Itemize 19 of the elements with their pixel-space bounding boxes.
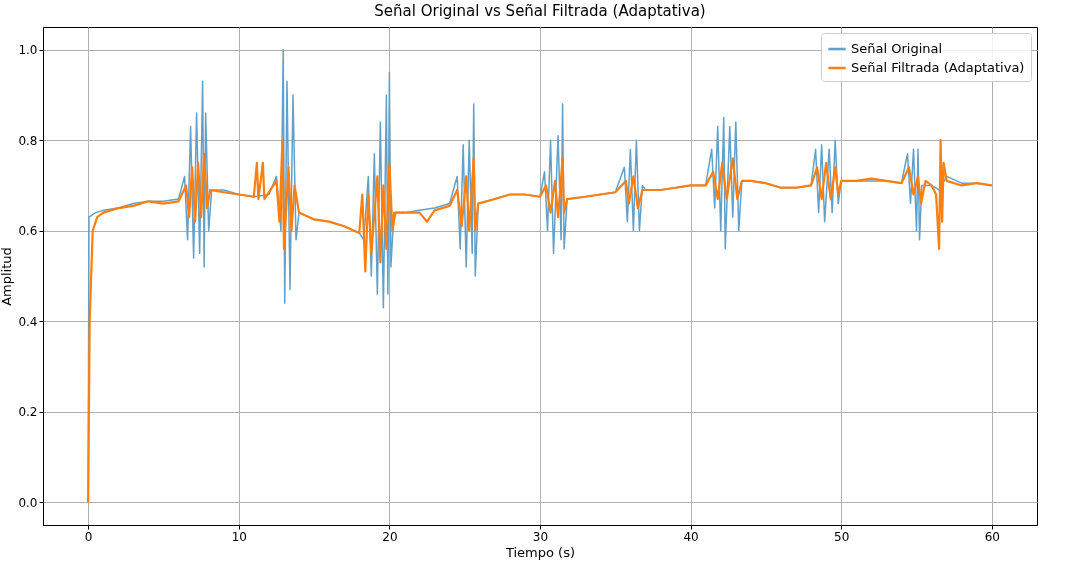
x-tick-label: 40: [683, 529, 699, 544]
line-series: [87, 139, 993, 504]
y-tick-label: 1.0: [18, 43, 38, 58]
y-tick-label: 0.0: [18, 495, 38, 510]
x-tick-label: 50: [834, 529, 850, 544]
y-tick-label: 0.6: [18, 224, 38, 239]
legend-label: Señal Filtrada (Adaptativa): [851, 60, 1025, 75]
x-tick-label: 20: [382, 529, 398, 544]
x-tick-label: 60: [984, 529, 1000, 544]
y-axis-title: Amplitud: [0, 247, 15, 306]
chart-title: Señal Original vs Señal Filtrada (Adaptativa): [374, 2, 706, 20]
x-tick-label: 30: [532, 529, 549, 544]
legend-label: Señal Original: [851, 41, 943, 56]
y-tick-label: 0.2: [18, 405, 38, 420]
y-tick-label: 0.8: [18, 133, 38, 148]
x-tick-label: 0: [84, 529, 93, 544]
x-tick-label: 10: [231, 529, 247, 544]
x-axis-title: Tiempo (s): [504, 544, 576, 560]
y-tick-label: 0.4: [18, 314, 38, 329]
